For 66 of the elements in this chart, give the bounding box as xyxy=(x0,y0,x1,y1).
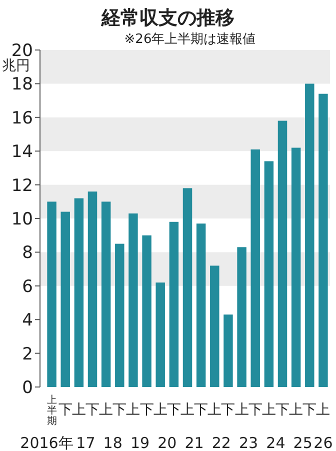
x-tick-label: 下 xyxy=(248,402,262,418)
bar xyxy=(237,247,246,387)
x-tick-label: 下 xyxy=(194,402,208,418)
x-tick-label: 下 xyxy=(166,402,181,418)
y-tick-label: 12 xyxy=(11,176,33,196)
x-tick-label: 下 xyxy=(221,402,236,418)
x-tick-label: 上 xyxy=(153,402,168,418)
bar xyxy=(74,198,84,387)
bar xyxy=(115,244,124,387)
x-tick-label: 上 xyxy=(126,402,140,418)
bar xyxy=(291,148,301,387)
text: 20 xyxy=(158,434,177,451)
x-tick-label: 下 xyxy=(140,402,154,418)
bar xyxy=(196,224,206,387)
bar xyxy=(318,94,328,387)
bar xyxy=(182,188,192,387)
bar xyxy=(101,202,111,387)
text: 22 xyxy=(212,434,231,451)
chart-title: 経常収支の推移 xyxy=(100,7,234,29)
bar xyxy=(305,84,314,387)
bar xyxy=(60,212,70,387)
bar xyxy=(264,161,274,387)
bar xyxy=(278,120,288,387)
x-tick-label: 上半期 xyxy=(46,394,57,427)
x-tick-label: 下 xyxy=(58,402,72,418)
text: 18 xyxy=(103,434,122,451)
bar xyxy=(128,213,138,387)
text: 2016年 xyxy=(20,434,74,451)
x-tick-label: 上 xyxy=(180,402,194,418)
y-tick-label: 16 xyxy=(11,108,33,128)
y-tick-label: 4 xyxy=(22,310,33,331)
text: 19 xyxy=(130,434,150,451)
chart-subtitle: ※26年上半期は速報値 xyxy=(124,32,256,47)
x-tick-label: 上 xyxy=(72,402,86,418)
text: 24 xyxy=(266,434,286,451)
bar xyxy=(169,222,179,387)
bar xyxy=(210,266,220,387)
text: 25 xyxy=(293,434,312,451)
y-tick-label: 10 xyxy=(11,210,33,230)
text: 17 xyxy=(76,434,96,451)
y-tick-label: 0 xyxy=(22,378,33,398)
text: 23 xyxy=(239,434,258,451)
y-axis-title: 兆円 xyxy=(2,58,30,74)
x-tick-label: 上 xyxy=(99,402,114,418)
x-tick-label: 上 xyxy=(234,402,249,418)
x-tick-label: 下 xyxy=(276,402,290,418)
text: 26 xyxy=(314,434,333,451)
x-tick-label: 下 xyxy=(302,402,317,418)
y-tick-label: 14 xyxy=(11,142,33,162)
bar xyxy=(250,149,260,387)
y-tick-label: 18 xyxy=(11,74,33,95)
bar xyxy=(156,282,165,387)
bar xyxy=(88,192,98,387)
x-tick-label: 上 xyxy=(316,402,330,418)
x-tick-label: 上 xyxy=(208,402,222,418)
x-tick-label: 上 xyxy=(262,402,276,418)
y-tick-label: 6 xyxy=(22,276,33,297)
x-tick-label: 下 xyxy=(112,402,127,418)
text: 21 xyxy=(184,434,204,451)
x-tick-label: 下 xyxy=(86,402,100,418)
y-tick-label: 2 xyxy=(22,344,33,364)
bar xyxy=(47,202,56,387)
y-tick-label: 8 xyxy=(22,243,33,264)
bar xyxy=(224,314,233,387)
bar xyxy=(142,235,152,387)
x-tick-label: 上 xyxy=(289,402,304,418)
